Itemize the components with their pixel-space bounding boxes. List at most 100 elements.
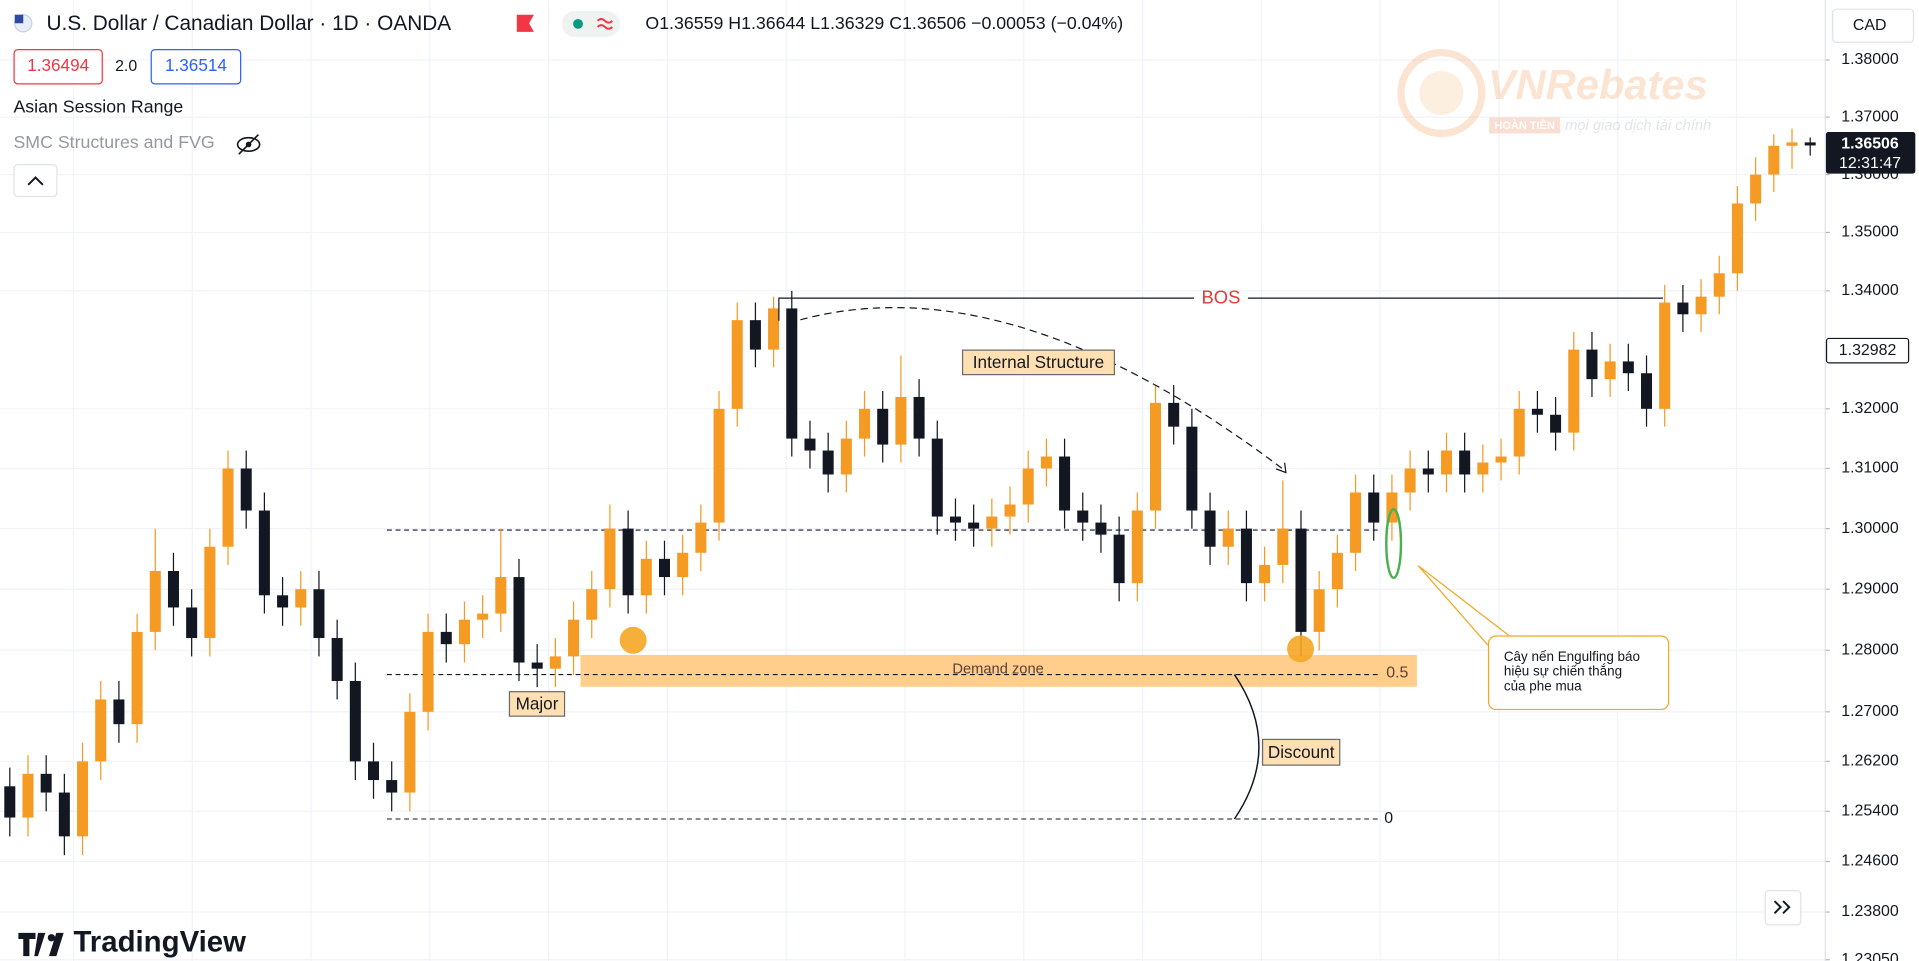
candle-body xyxy=(840,438,852,475)
candle-body xyxy=(222,468,234,547)
last-price-box xyxy=(1825,131,1916,174)
candle-body xyxy=(1259,564,1271,584)
y-tick-label: 1.30000 xyxy=(1841,520,1899,537)
callout-text: của phe mua xyxy=(1504,678,1582,693)
discount-label: Discount xyxy=(1268,742,1335,762)
candle-body xyxy=(1149,402,1162,511)
candle-body xyxy=(1768,145,1780,175)
brand-logo xyxy=(18,932,64,957)
candle-body xyxy=(422,631,434,712)
candle-body xyxy=(586,589,598,620)
candle-body xyxy=(877,408,889,445)
candle-body xyxy=(204,546,216,639)
swing-marker xyxy=(619,626,647,654)
bos-label: BOS xyxy=(1202,287,1241,308)
candle-body xyxy=(1331,552,1343,590)
candle-body xyxy=(531,662,543,669)
candle-body xyxy=(95,699,107,762)
candle-body xyxy=(804,438,816,451)
swing-marker xyxy=(1287,635,1315,663)
major-label: Major xyxy=(516,694,559,714)
currency-button[interactable] xyxy=(1832,8,1915,43)
y-tick-label: 1.24600 xyxy=(1841,853,1899,870)
candles xyxy=(4,128,1816,856)
candle-body xyxy=(1731,203,1743,274)
watermark-name: VNRebates xyxy=(1488,61,1708,108)
candle-body xyxy=(149,570,161,632)
last-price-label: 1.36506 xyxy=(1841,135,1899,152)
candle-body xyxy=(1641,373,1653,409)
scroll-icon xyxy=(1773,900,1791,914)
candle-body xyxy=(1295,528,1307,632)
candle-body xyxy=(40,773,52,793)
flag-button[interactable] xyxy=(516,14,534,32)
candle-body xyxy=(1222,528,1234,547)
callout-text: Cây nến Engulfing báo xyxy=(1504,649,1640,664)
demand-label: Demand zone xyxy=(952,662,1043,678)
y-tick-label: 1.25400 xyxy=(1841,802,1899,819)
flag-icon xyxy=(14,14,24,24)
buy-price: 1.36514 xyxy=(165,55,227,75)
scroll-button[interactable] xyxy=(1764,889,1802,926)
chevron-icon xyxy=(27,176,44,186)
buy-button[interactable] xyxy=(150,48,242,85)
candle-body xyxy=(277,595,289,608)
candle-body xyxy=(1422,468,1434,475)
status-pill[interactable] xyxy=(562,11,620,37)
candle-body xyxy=(1113,534,1125,584)
candle-body xyxy=(1513,408,1525,457)
candle-body xyxy=(986,516,998,529)
candle-body xyxy=(1386,492,1398,523)
candle-body xyxy=(1350,492,1362,553)
candle-body xyxy=(1168,402,1180,427)
indicator-name[interactable]: SMC Structures and FVG xyxy=(13,132,214,152)
candle-body xyxy=(58,792,70,837)
y-tick-label: 1.32000 xyxy=(1841,400,1899,417)
candle-body xyxy=(295,589,307,608)
callout-text: hiệu sự chiến thắng xyxy=(1504,664,1622,679)
candle-body xyxy=(1240,528,1252,584)
hidden-icon[interactable] xyxy=(236,134,261,155)
indicator-name[interactable]: Asian Session Range xyxy=(13,96,183,116)
candle-body xyxy=(131,631,143,725)
discount-arc xyxy=(1233,674,1260,820)
grid xyxy=(0,0,1825,961)
candle-body xyxy=(549,656,561,669)
marker-price-box xyxy=(1825,337,1910,364)
candle-body xyxy=(22,773,34,818)
fib-label: 0.5 xyxy=(1386,665,1408,682)
candle-body xyxy=(1059,456,1071,511)
candle-body xyxy=(113,699,125,725)
symbol-title[interactable]: U.S. Dollar / Canadian Dollar · 1D · OAN… xyxy=(47,12,452,35)
y-tick-label: 1.35000 xyxy=(1841,224,1899,241)
candle-body xyxy=(731,320,743,409)
engulfing-marker xyxy=(1385,508,1403,580)
candle-body xyxy=(786,308,798,439)
internal-structure-label: Internal Structure xyxy=(973,352,1104,372)
candle-body xyxy=(1604,361,1616,380)
watermark: VNRebates HOÀN TIỀN mọi giao dịch tài ch… xyxy=(1397,48,1711,138)
candle-body xyxy=(404,711,416,793)
candle-body xyxy=(458,619,470,645)
candle-body xyxy=(368,761,380,781)
sell-price: 1.36494 xyxy=(27,55,89,75)
candle-body xyxy=(258,510,270,596)
candle-body xyxy=(349,680,361,762)
y-tick-label: 1.26200 xyxy=(1841,753,1899,770)
candle-body xyxy=(1077,510,1089,523)
candle-body xyxy=(513,577,525,663)
candle-body xyxy=(622,528,634,596)
marker-price-label: 1.32982 xyxy=(1839,342,1897,359)
candle-body xyxy=(495,577,507,614)
candle-body xyxy=(895,396,907,445)
candle-body xyxy=(1495,456,1507,463)
candle-body xyxy=(949,516,961,523)
collapse-button[interactable] xyxy=(13,164,58,198)
candle-body xyxy=(1550,414,1562,433)
ohlc: O1.36559 H1.36644 L1.36329 C1.36506 −0.0… xyxy=(645,13,1123,33)
candle-body xyxy=(77,761,89,837)
sell-button[interactable] xyxy=(13,48,103,85)
major-box xyxy=(508,691,566,717)
